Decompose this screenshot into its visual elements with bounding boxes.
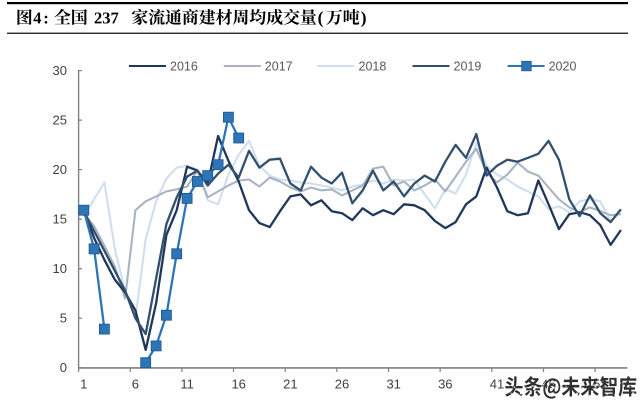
svg-text:26: 26: [335, 377, 349, 392]
svg-text:30: 30: [53, 63, 67, 78]
svg-text:2016: 2016: [170, 60, 198, 74]
svg-text:2017: 2017: [265, 60, 293, 74]
svg-text:1: 1: [80, 377, 87, 392]
svg-text:6: 6: [132, 377, 139, 392]
svg-text:2019: 2019: [454, 60, 482, 74]
svg-text:11: 11: [180, 377, 194, 392]
svg-text:36: 36: [438, 377, 452, 392]
svg-text:15: 15: [53, 211, 67, 226]
svg-text:41: 41: [490, 377, 504, 392]
svg-text:16: 16: [231, 377, 245, 392]
svg-text:2020: 2020: [549, 60, 577, 74]
svg-text:10: 10: [53, 261, 67, 276]
svg-text:2018: 2018: [359, 60, 387, 74]
svg-text:20: 20: [53, 162, 67, 177]
svg-text:0: 0: [60, 360, 67, 375]
svg-text:5: 5: [60, 310, 67, 325]
svg-text:31: 31: [386, 377, 400, 392]
svg-text:21: 21: [283, 377, 297, 392]
svg-text:25: 25: [53, 112, 67, 127]
